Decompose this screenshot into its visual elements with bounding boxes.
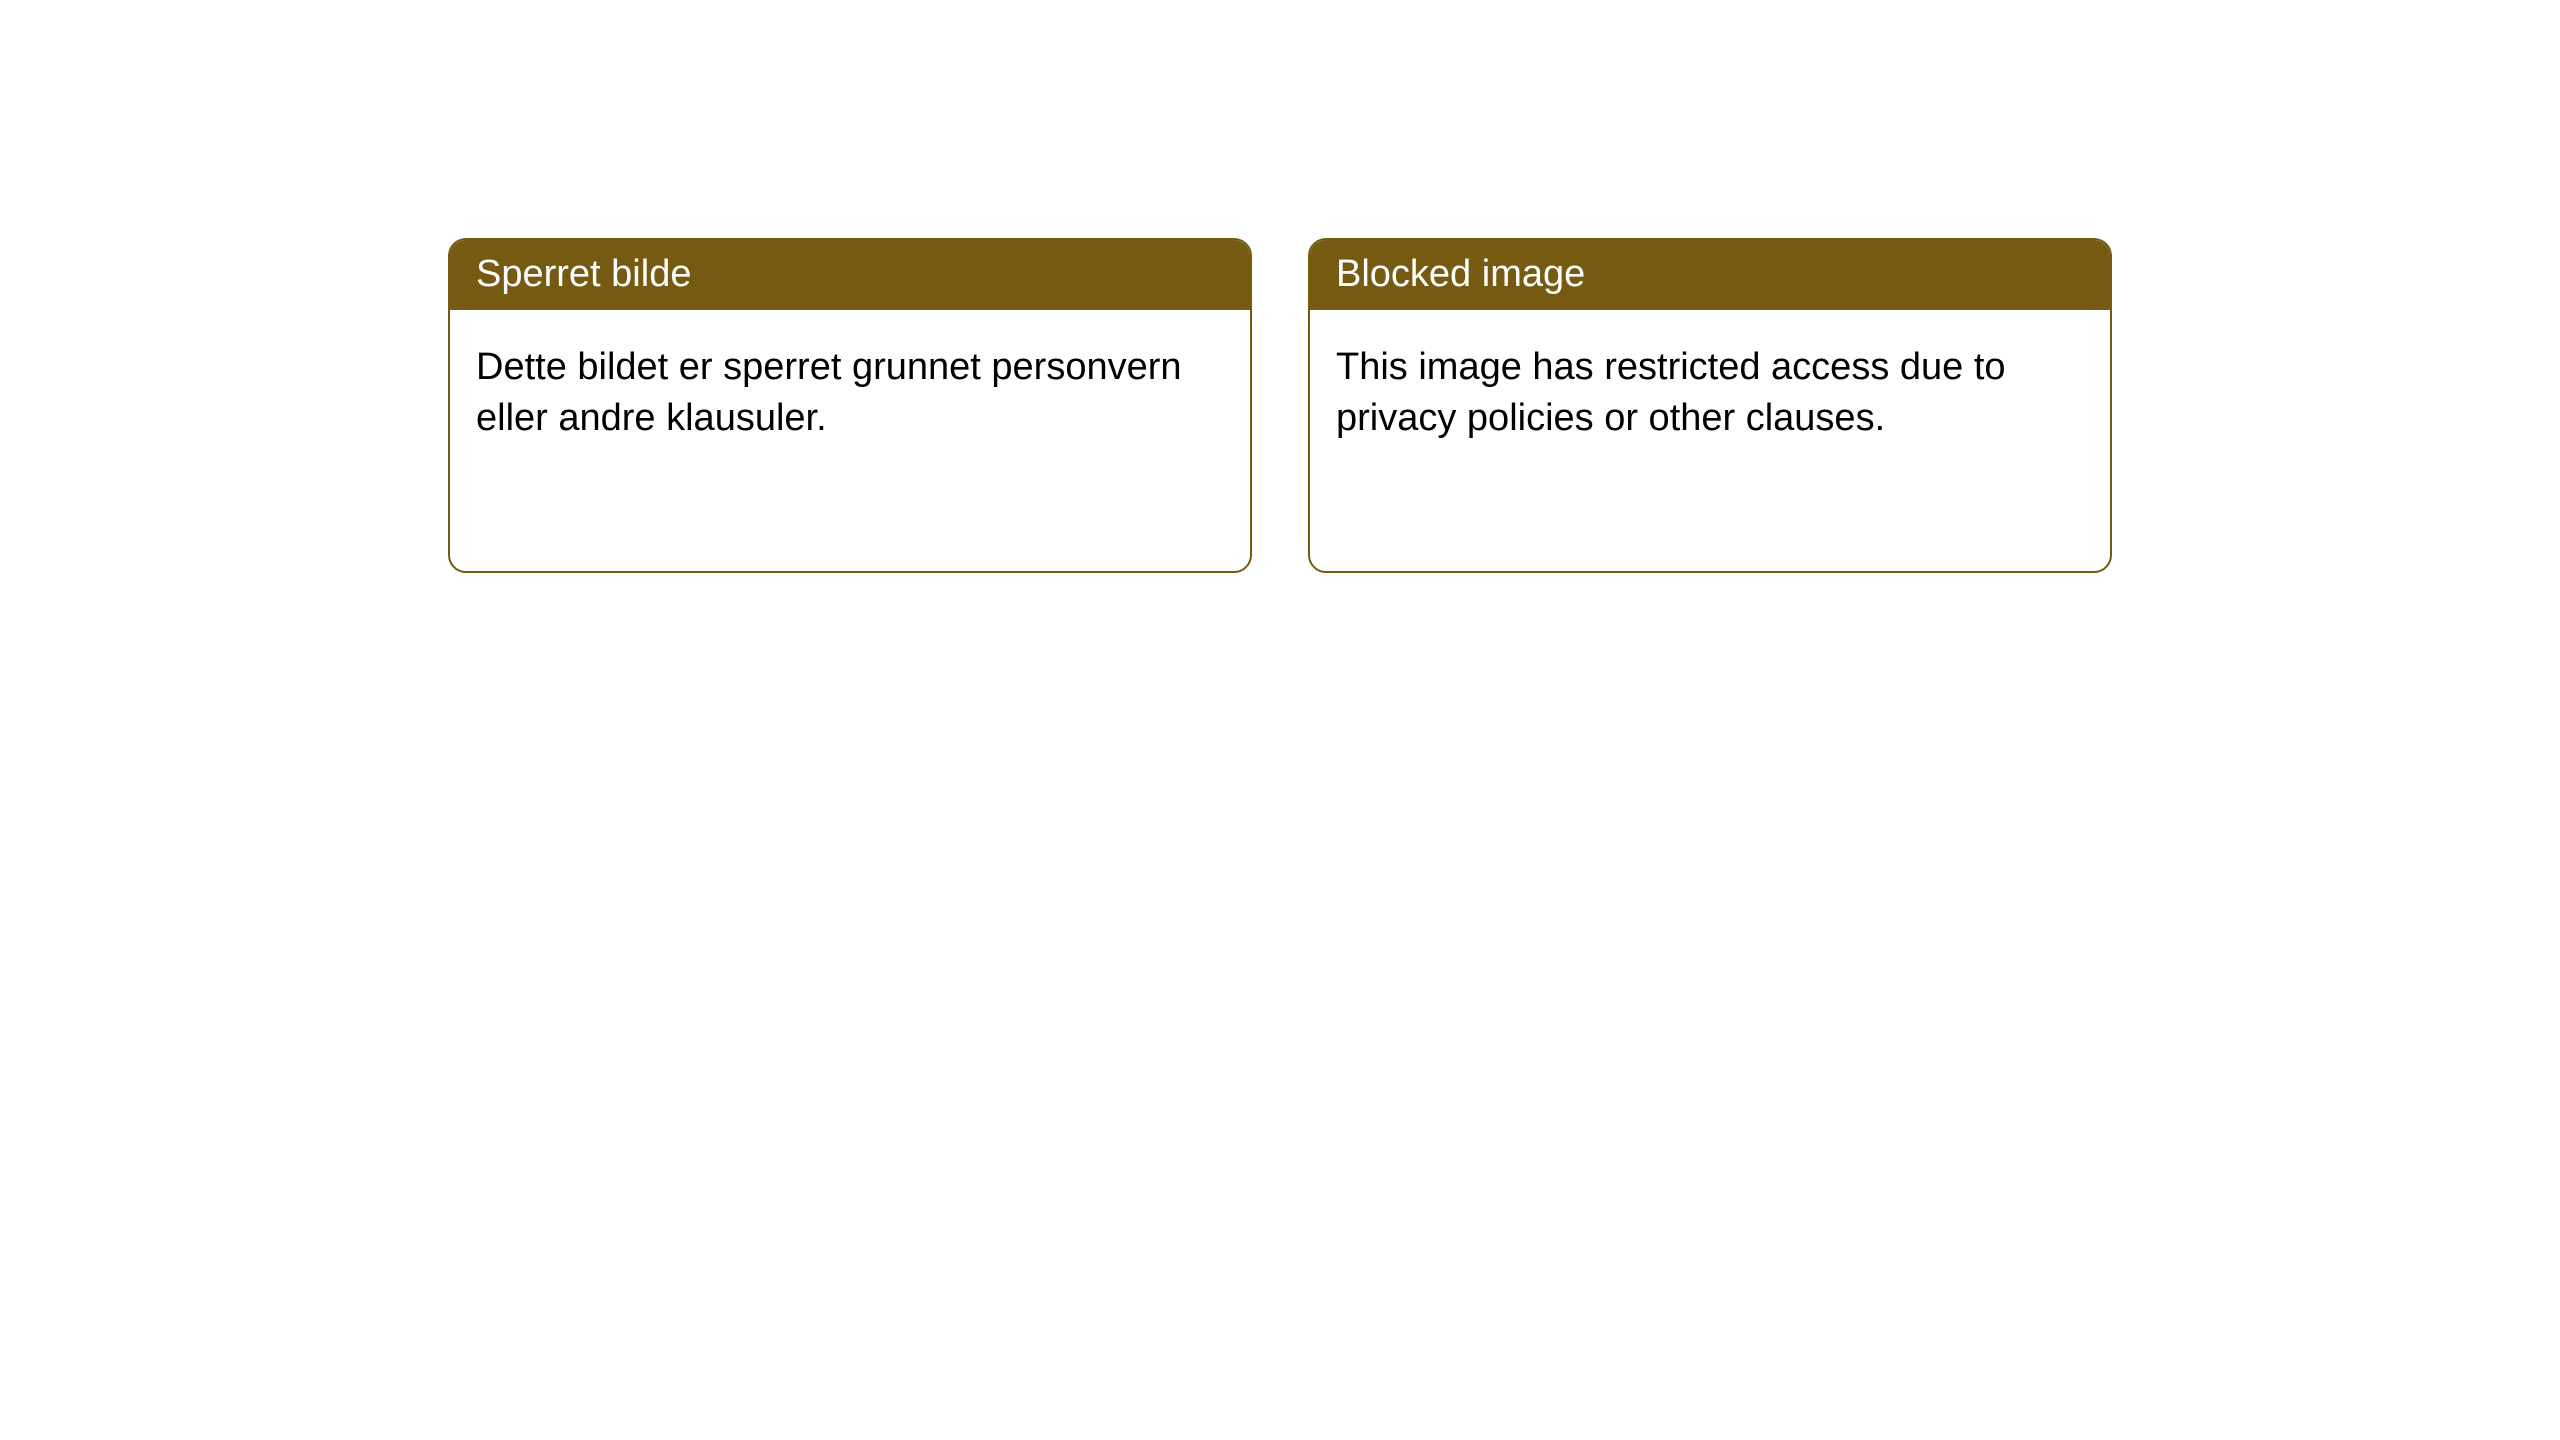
card-body: This image has restricted access due to … <box>1310 310 2110 477</box>
notice-card-norwegian: Sperret bilde Dette bildet er sperret gr… <box>448 238 1252 573</box>
notice-container: Sperret bilde Dette bildet er sperret gr… <box>448 238 2112 573</box>
card-body: Dette bildet er sperret grunnet personve… <box>450 310 1250 477</box>
notice-card-english: Blocked image This image has restricted … <box>1308 238 2112 573</box>
card-header: Sperret bilde <box>450 240 1250 310</box>
card-header: Blocked image <box>1310 240 2110 310</box>
